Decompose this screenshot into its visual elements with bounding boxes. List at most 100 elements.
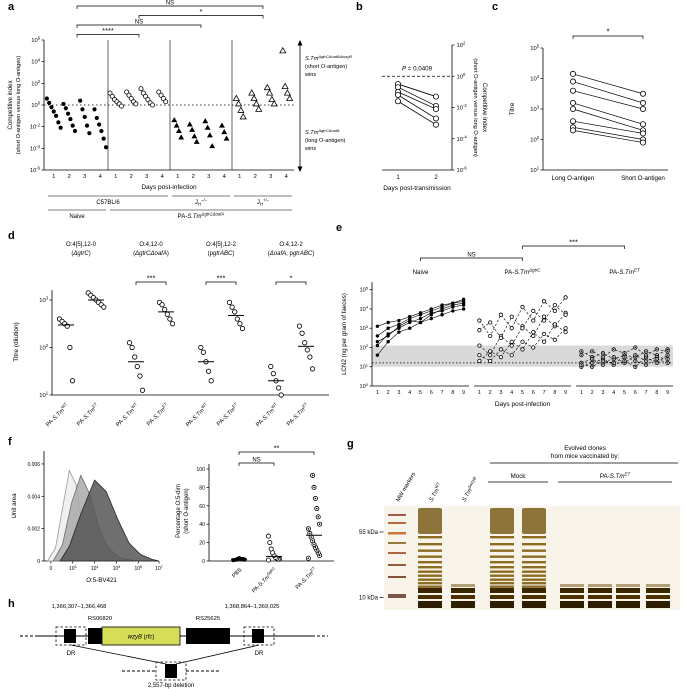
panel-a-chart: Competitive index (short O-antigen versus… — [7, 1, 352, 221]
svg-text:O:5-BV421: O:5-BV421 — [86, 577, 117, 584]
svg-text:Days post-infection: Days post-infection — [495, 401, 551, 408]
svg-text:Percentage O:5-dim: Percentage O:5-dim — [176, 484, 182, 538]
svg-text:106: 106 — [135, 565, 143, 572]
svg-text:2: 2 — [68, 174, 71, 180]
svg-text:DR: DR — [255, 651, 264, 657]
svg-text:PA-S.TmΔgtrCΔoafA: PA-S.TmΔgtrCΔoafA — [178, 212, 225, 220]
svg-text:9: 9 — [666, 390, 669, 396]
svg-text:104: 104 — [360, 305, 369, 313]
svg-text:10-2: 10-2 — [457, 103, 468, 111]
svg-text:10-6: 10-6 — [457, 166, 468, 174]
svg-text:PA-S.TmWT: PA-S.TmWT — [114, 401, 141, 428]
svg-text:2: 2 — [591, 390, 594, 396]
svg-text:1: 1 — [478, 390, 481, 396]
svg-text:4: 4 — [510, 390, 513, 396]
svg-text:2: 2 — [489, 390, 492, 396]
svg-text:PA-S.TmET: PA-S.TmET — [609, 268, 640, 276]
svg-text:9: 9 — [564, 390, 567, 396]
svg-text:1,366,307–1,366,468: 1,366,307–1,366,468 — [52, 604, 107, 610]
svg-text:100: 100 — [31, 101, 40, 109]
panel-g-chart: 55 kDa 10 kDa MW markers S.TmWT S.TmΔwzyB Evo… — [359, 445, 680, 610]
svg-text:(short O-antigen): (short O-antigen) — [184, 488, 190, 533]
svg-text:8: 8 — [451, 390, 454, 396]
svg-text:8: 8 — [655, 390, 658, 396]
svg-text:103: 103 — [360, 324, 369, 332]
svg-text:MW markers: MW markers — [396, 471, 418, 503]
svg-text:0: 0 — [202, 559, 205, 565]
svg-text:2: 2 — [387, 390, 390, 396]
svg-text:3: 3 — [207, 174, 210, 180]
svg-text:PA-S.TmET: PA-S.TmET — [600, 472, 631, 480]
svg-text:(short O-antigen): (short O-antigen) — [305, 64, 347, 70]
svg-text:0.004: 0.004 — [27, 494, 40, 500]
svg-text:104: 104 — [31, 57, 40, 65]
svg-text:1: 1 — [238, 174, 241, 180]
svg-text:106: 106 — [31, 36, 40, 44]
svg-text:S.TmΔwzyB: S.TmΔwzyB — [460, 476, 481, 503]
svg-text:100: 100 — [360, 382, 369, 390]
svg-text:1: 1 — [52, 174, 55, 180]
svg-text:Titre: Titre — [509, 102, 516, 115]
svg-text:DR: DR — [67, 651, 76, 657]
svg-text:wins: wins — [304, 146, 316, 152]
svg-text:1: 1 — [114, 174, 117, 180]
svg-text:PA-S.TmΔgtrC: PA-S.TmΔgtrC — [250, 566, 279, 595]
svg-text:Long O-antigen: Long O-antigen — [552, 175, 595, 182]
panel-e-chart: 105 104 103 102 101 100 1 2 3 4 5 6 7 8 9 Naive 1 2 3 4 5 6 7 8… — [341, 238, 673, 408]
svg-text:101: 101 — [530, 166, 539, 174]
svg-text:0.006: 0.006 — [27, 462, 40, 468]
svg-text:RS06820: RS06820 — [88, 616, 112, 622]
svg-text:4: 4 — [223, 174, 227, 180]
svg-text:4: 4 — [408, 390, 411, 396]
svg-text:Days post-infection: Days post-infection — [141, 184, 197, 191]
svg-text:3: 3 — [269, 174, 272, 180]
panel-b-chart: 102 100 10-2 10-4 10-6 P = 0.0409 1 2 Days post-… — [382, 41, 488, 192]
svg-text:wins: wins — [304, 72, 316, 78]
svg-text:***: *** — [217, 274, 226, 283]
svg-text:10 kDa: 10 kDa — [359, 596, 379, 602]
svg-text:(pgtrABC): (pgtrABC) — [208, 251, 235, 257]
panel-a-label: a — [8, 1, 15, 13]
svg-text:NS: NS — [135, 20, 143, 26]
svg-text:101: 101 — [360, 363, 369, 371]
svg-text:(short O-antigen versus long O: (short O-antigen versus long O-antigen) — [472, 58, 478, 157]
panel-e-label: e — [336, 222, 343, 234]
svg-text:O:4,12-2: O:4,12-2 — [279, 242, 303, 248]
svg-text:Titre (dilution): Titre (dilution) — [13, 322, 20, 362]
svg-text:(short O-antigen versus long O: (short O-antigen versus long O-antigen) — [16, 56, 22, 155]
svg-text:102: 102 — [31, 79, 40, 87]
svg-text:1: 1 — [396, 175, 400, 181]
panel-f-chart: 0 0.002 0.004 0.006 0 103 104 105 106 107 O:5-BV42… — [11, 444, 334, 595]
svg-text:S.TmΔgtrCΔoafA: S.TmΔgtrCΔoafA — [305, 128, 340, 136]
svg-text:O:4[5],12-0: O:4[5],12-0 — [66, 242, 97, 248]
svg-text:100: 100 — [196, 467, 205, 473]
svg-text:from mice vaccinated by:: from mice vaccinated by: — [551, 453, 620, 460]
svg-text:6: 6 — [430, 390, 433, 396]
svg-text:PA-S.TmWT: PA-S.TmWT — [184, 401, 211, 428]
panel-f-label: f — [8, 436, 12, 448]
svg-text:PA-S.TmET: PA-S.TmET — [74, 401, 100, 427]
svg-text:7: 7 — [645, 390, 648, 396]
svg-text:*: * — [290, 274, 293, 283]
svg-text:104: 104 — [530, 74, 539, 82]
svg-text:2: 2 — [254, 174, 257, 180]
svg-text:104: 104 — [91, 565, 99, 572]
svg-text:Short O-antigen: Short O-antigen — [621, 175, 665, 182]
svg-text:O:4[5],12-2: O:4[5],12-2 — [206, 242, 237, 248]
svg-text:PA-S.TmET: PA-S.TmET — [293, 565, 319, 591]
svg-text:3: 3 — [397, 390, 400, 396]
svg-text:7: 7 — [543, 390, 546, 396]
svg-text:0: 0 — [50, 566, 53, 572]
svg-text:NS: NS — [252, 458, 260, 464]
panel-g-label: g — [347, 438, 354, 450]
svg-text:(ΔoafA, pgtrABC): (ΔoafA, pgtrABC) — [268, 251, 314, 257]
svg-text:NS: NS — [467, 253, 475, 259]
svg-text:7: 7 — [441, 390, 444, 396]
svg-text:Competitive index: Competitive index — [481, 83, 488, 133]
svg-text:105: 105 — [530, 44, 539, 52]
svg-text:5: 5 — [419, 390, 422, 396]
svg-text:55 kDa: 55 kDa — [359, 530, 379, 536]
panel-h-chart: 1,366,307–1,366,468 1,368,864–1,369,025 DR… — [20, 604, 328, 689]
svg-text:*: * — [200, 7, 203, 16]
